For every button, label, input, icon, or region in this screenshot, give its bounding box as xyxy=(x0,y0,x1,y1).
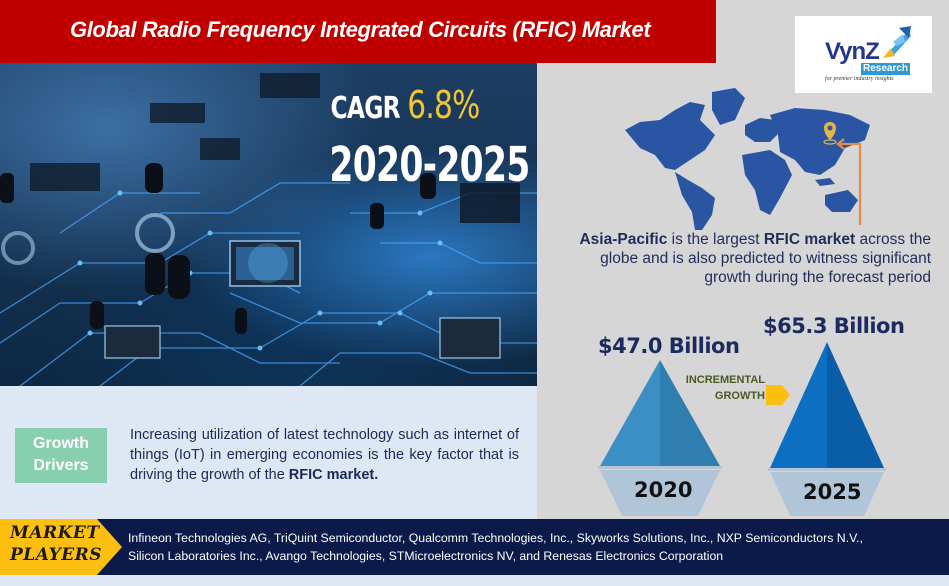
growth-drivers-badge: Growth Drivers xyxy=(15,428,107,483)
logo-name: VynZ xyxy=(825,38,880,65)
cagr-period: 2020-2025 xyxy=(329,137,530,193)
cagr-value: 6.8% xyxy=(407,83,480,127)
year-2025: 2025 xyxy=(803,480,862,504)
cagr-label: CAGR xyxy=(330,91,401,126)
header-banner: Global Radio Frequency Integrated Circui… xyxy=(0,0,716,63)
circuit-board-image xyxy=(0,63,537,386)
pyramid-2020-graphic xyxy=(598,360,722,516)
market-highlight: RFIC market xyxy=(763,231,856,248)
pointer-arrow-icon xyxy=(836,138,862,225)
year-2020: 2020 xyxy=(634,478,693,502)
logo-sub: Research xyxy=(861,63,911,75)
market-players-chevron xyxy=(0,519,122,575)
growth-arrow-icon xyxy=(766,385,790,405)
growth-drivers-text: Increasing utilization of latest technol… xyxy=(130,427,519,483)
market-players-list: Infineon Technologies AG, TriQuint Semic… xyxy=(128,531,863,563)
market-value-2025: $65.3 Billion xyxy=(763,314,905,338)
market-players-label: MARKET PLAYERS xyxy=(10,523,103,565)
location-pin-icon xyxy=(823,122,837,145)
market-value-2020: $47.0 Billion xyxy=(598,334,740,358)
circuit-traces-graphic xyxy=(0,73,537,386)
page-title: Global Radio Frequency Integrated Circui… xyxy=(70,17,651,42)
cagr-block: CAGR 6.8% 2020-2025 xyxy=(300,85,530,193)
region-description: Asia-Pacific is the largest RFIC market … xyxy=(579,231,931,286)
world-map-graphic xyxy=(625,88,870,230)
vynz-research-logo: VynZ Research for premier industry insig… xyxy=(795,16,932,93)
logo-tagline: for premier industry insights xyxy=(825,76,894,82)
incremental-growth-label: INCREMENTAL GROWTH xyxy=(685,374,765,402)
pyramid-2025-graphic xyxy=(768,342,886,516)
logo-arrow-icon xyxy=(883,26,911,58)
market-players-band xyxy=(0,519,949,575)
cagr-line: CAGR 6.8% xyxy=(323,85,487,129)
region-highlight: Asia-Pacific xyxy=(579,231,668,248)
